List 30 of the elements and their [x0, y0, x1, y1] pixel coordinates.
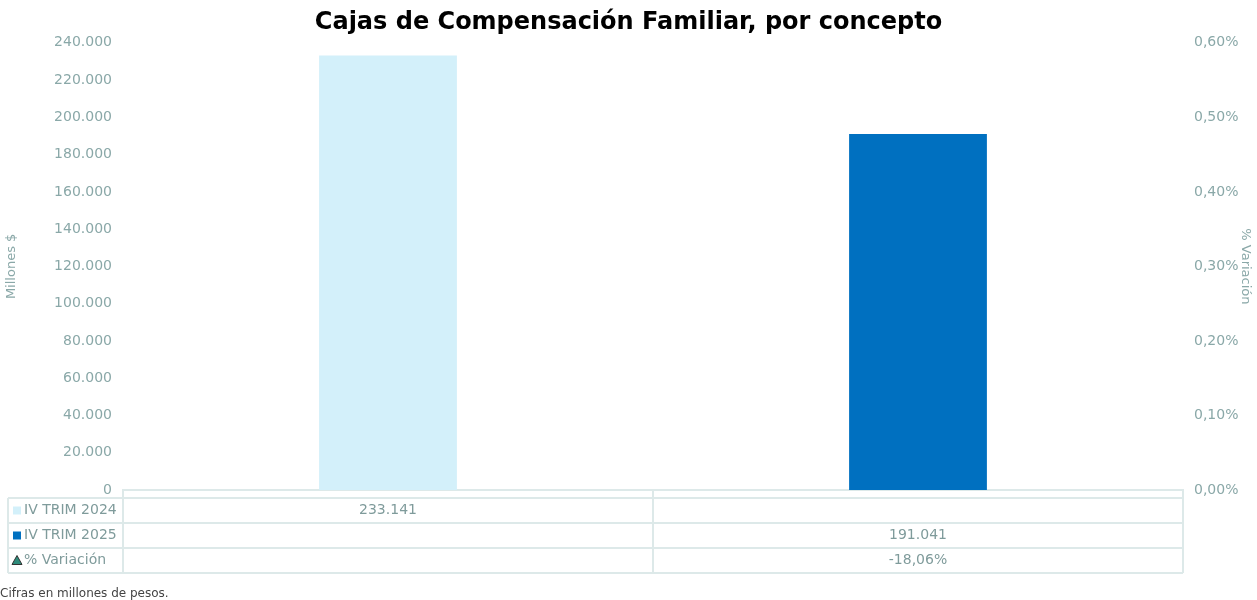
data-label: 191.041 — [889, 526, 947, 543]
text: Cifras en millones de pesos. — [0, 586, 169, 600]
y-tick-label: 220.000 — [54, 70, 112, 87]
y-tick-label: 180.000 — [54, 145, 112, 162]
data-label: 233.141 — [359, 501, 417, 518]
y-tick-label: 240.000 — [54, 33, 112, 50]
y2-tick-label: 0,00% — [1194, 480, 1239, 497]
y-tick-label: 160.000 — [54, 182, 112, 199]
y-tick-label: 20.000 — [63, 443, 112, 460]
y-tick-label: 40.000 — [63, 406, 112, 423]
legend-label: IV TRIM 2024 — [24, 501, 117, 518]
y-tick-label: 80.000 — [63, 331, 112, 348]
y-tick-label: 120.000 — [54, 257, 112, 274]
text: -18,06% — [888, 551, 948, 568]
y-axis-title: Millones $ — [3, 233, 19, 300]
y2-tick-label: 0,30% — [1194, 257, 1239, 274]
y2-tick-label: 0,50% — [1194, 107, 1239, 124]
y-tick-label: 100.000 — [54, 294, 112, 311]
y2-axis-title: % Variación — [1238, 228, 1254, 305]
y-tick-label: 140.000 — [54, 219, 112, 236]
legend-label: IV TRIM 2025 — [24, 526, 117, 543]
legend-label: % Variación — [24, 551, 107, 568]
chart-title: Cajas de Compensación Familiar, por concepto — [314, 6, 943, 35]
y-tick-label: 0 — [103, 480, 112, 497]
y2-tick-label: 0,40% — [1194, 182, 1239, 199]
y2-tick-label: 0,20% — [1194, 331, 1239, 348]
y2-tick-label: 0,10% — [1194, 406, 1239, 423]
y-tick-label: 200.000 — [54, 107, 112, 124]
y2-tick-label: 0,60% — [1194, 33, 1239, 50]
y-tick-label: 60.000 — [63, 368, 112, 385]
